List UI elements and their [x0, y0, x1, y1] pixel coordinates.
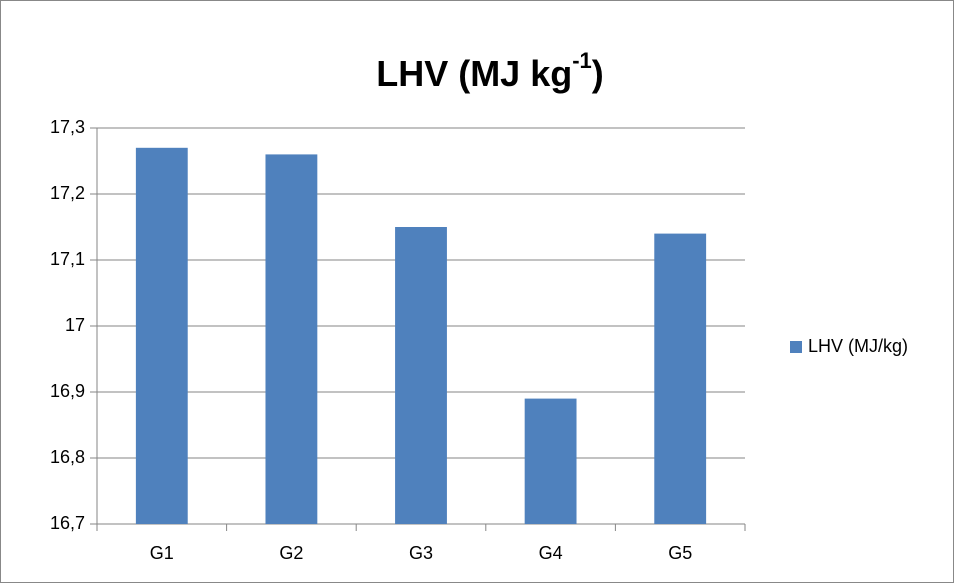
x-tick-label: G4 [539, 543, 563, 563]
y-tick-label: 17 [65, 315, 85, 335]
y-tick-label: 17,2 [50, 183, 85, 203]
y-tick-label: 16,9 [50, 381, 85, 401]
title-text: LHV (MJ kg [376, 53, 572, 94]
y-tick-label: 17,1 [50, 249, 85, 269]
legend-label: LHV (MJ/kg) [808, 336, 908, 356]
x-tick-label: G5 [668, 543, 692, 563]
x-tick-label: G1 [150, 543, 174, 563]
bar [265, 154, 318, 524]
x-tick-label: G2 [279, 543, 303, 563]
legend-swatch [790, 341, 802, 353]
y-tick-label: 16,8 [50, 447, 85, 467]
bar [654, 233, 707, 524]
x-tick-label: G3 [409, 543, 433, 563]
chart-title: LHV (MJ kg-1) [376, 48, 604, 94]
bar [524, 398, 577, 524]
bar [395, 227, 447, 524]
bar [135, 147, 188, 525]
title-superscript: -1 [572, 48, 592, 73]
y-tick-label: 17,3 [50, 117, 85, 137]
title-suffix: ) [592, 53, 604, 94]
y-tick-label: 16,7 [50, 513, 85, 533]
